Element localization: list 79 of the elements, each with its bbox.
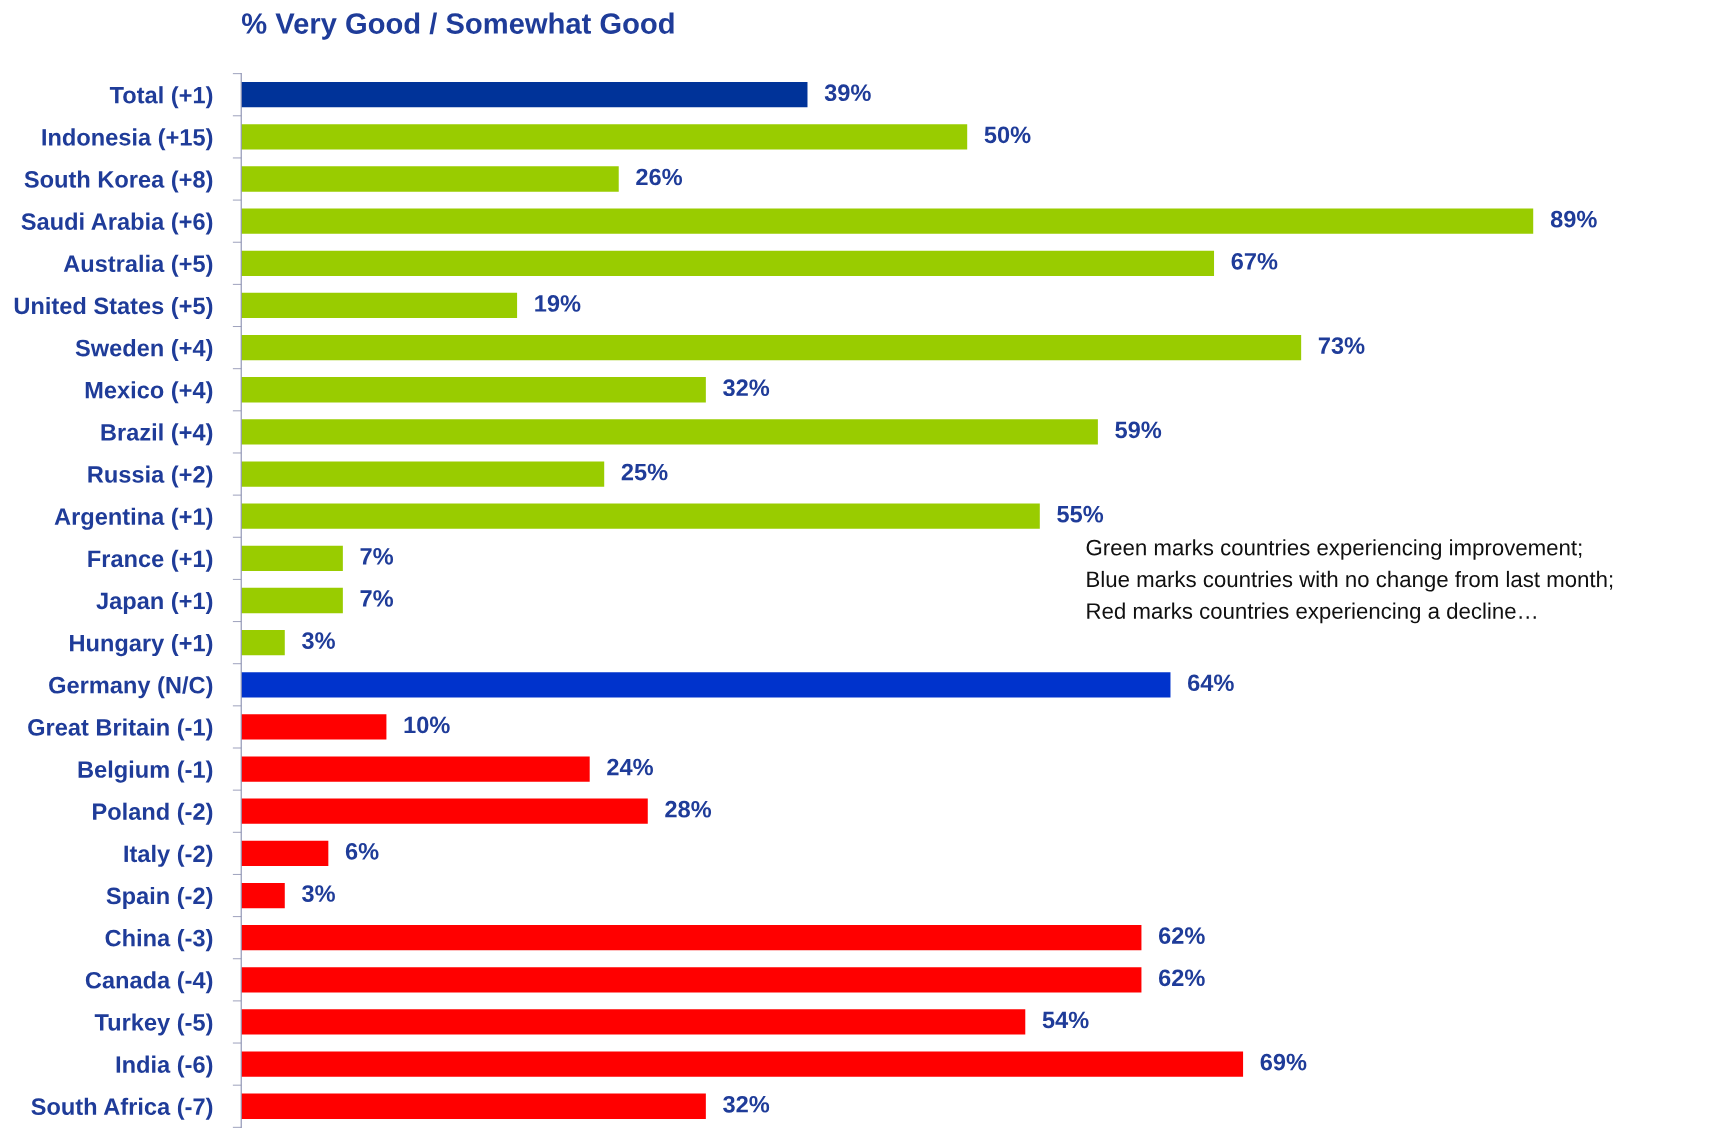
data-label: 26% <box>636 168 683 186</box>
data-label: 54% <box>1042 1011 1089 1029</box>
bar <box>241 1051 1244 1077</box>
annotation: Red marks countries experiencing a decline… <box>1087 602 1536 624</box>
annotation: Blue marks countries with no change from last month; <box>1087 570 1613 592</box>
y-tick-label: South Africa (-7) <box>31 1097 213 1120</box>
data-label: 32% <box>723 1095 770 1113</box>
bar <box>241 503 1040 529</box>
data-label: 67% <box>1231 252 1278 270</box>
bar <box>241 756 590 782</box>
y-tick-label: France (+1) <box>88 549 213 572</box>
data-label: 7% <box>360 590 394 607</box>
bar <box>241 166 619 192</box>
y-tick-label: Germany (N/C) <box>49 676 213 699</box>
bar <box>241 714 387 740</box>
bar <box>241 208 1534 234</box>
bar <box>241 587 343 614</box>
data-label: 3% <box>301 632 335 650</box>
y-tick-label: South Korea (+8) <box>24 170 213 193</box>
y-tick-label: United States (+5) <box>14 296 213 319</box>
y-tick-label: Great Britain (-1) <box>28 718 213 741</box>
y-tick-label: Poland (-2) <box>93 802 213 825</box>
data-label: 73% <box>1318 337 1365 354</box>
data-label: 6% <box>345 842 379 860</box>
y-tick-label: Australia (+5) <box>63 254 213 277</box>
data-label: 64% <box>1188 674 1234 692</box>
y-tick-label: Japan (+1) <box>96 591 213 614</box>
y-tick-label: Turkey (-5) <box>94 1013 213 1036</box>
bar <box>241 250 1215 276</box>
chart-title: % Very Good / Somewhat Good <box>241 12 674 40</box>
bar <box>241 334 1302 361</box>
bar <box>241 1093 706 1119</box>
annotation: Green marks countries experiencing improvement; <box>1086 539 1582 560</box>
y-tick-label: Mexico (+4) <box>85 381 213 404</box>
data-label: 10% <box>404 716 450 734</box>
bar <box>241 967 1142 993</box>
bar <box>241 419 1098 445</box>
y-tick-label: Spain (-2) <box>106 886 213 909</box>
bar <box>241 82 808 108</box>
data-label: 7% <box>360 548 394 565</box>
y-tick-label: Indonesia (+15) <box>42 128 213 151</box>
y-tick-label: China (-3) <box>105 929 213 952</box>
y-tick-label: Russia (+2) <box>88 465 213 488</box>
y-tick-label: Total (+1) <box>109 86 213 109</box>
data-label: 89% <box>1550 210 1597 228</box>
bar <box>241 545 343 571</box>
y-tick-label: Sweden (+4) <box>75 339 213 362</box>
data-label: 3% <box>301 885 335 902</box>
y-tick-label: Argentina (+1) <box>54 507 213 530</box>
bar <box>241 798 648 824</box>
bar <box>241 629 285 656</box>
data-label: 24% <box>607 758 653 776</box>
bar <box>241 292 518 319</box>
data-label: 62% <box>1158 927 1205 945</box>
data-label: 28% <box>665 800 712 818</box>
data-label: 39% <box>824 84 871 102</box>
y-tick-label: Saudi Arabia (+6) <box>21 212 213 235</box>
bar <box>241 882 285 909</box>
bar <box>241 377 706 403</box>
y-tick-label: Brazil (+4) <box>101 423 213 446</box>
bar <box>241 672 1171 698</box>
data-label: 19% <box>535 295 581 312</box>
data-label: 55% <box>1057 505 1104 523</box>
data-label: 59% <box>1115 421 1162 439</box>
bar <box>241 1009 1026 1035</box>
y-tick-label: Italy (-2) <box>124 844 213 867</box>
y-tick-label: Belgium (-1) <box>78 760 213 783</box>
data-label: 62% <box>1158 969 1205 987</box>
data-label: 50% <box>984 126 1031 144</box>
bar <box>241 925 1142 951</box>
y-tick-label: India (-6) <box>116 1055 213 1078</box>
data-label: 25% <box>621 463 668 481</box>
y-tick-label: Hungary (+1) <box>70 634 213 657</box>
bar <box>241 840 329 867</box>
data-label: 69% <box>1260 1053 1307 1071</box>
y-tick-label: Canada (-4) <box>85 971 213 994</box>
bar <box>241 461 605 487</box>
bar <box>241 124 968 150</box>
data-label: 32% <box>723 379 770 397</box>
